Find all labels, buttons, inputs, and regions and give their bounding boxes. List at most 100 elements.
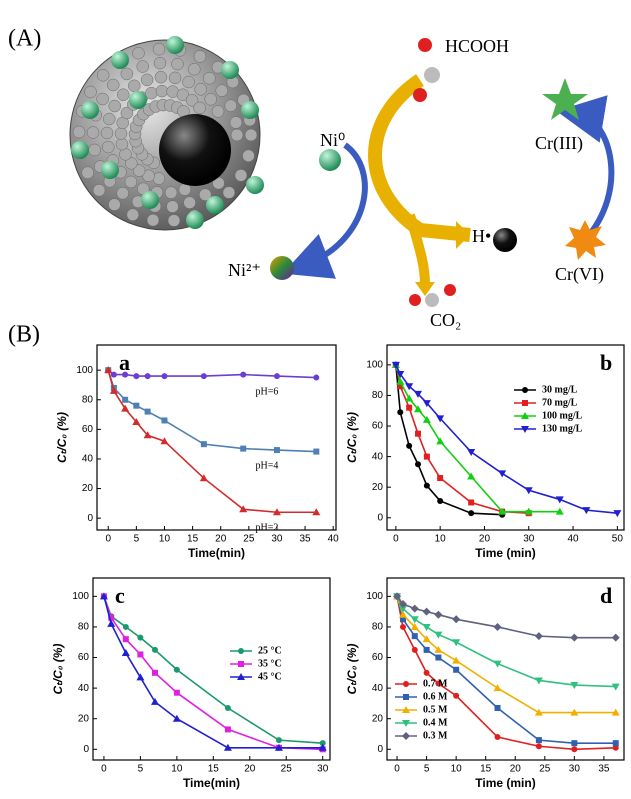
x-tick-label: 0 bbox=[393, 534, 399, 545]
legend-label: 0.6 M bbox=[423, 691, 448, 702]
shell-atom bbox=[203, 72, 216, 85]
data-point bbox=[436, 437, 445, 445]
legend-marker bbox=[403, 694, 409, 700]
shell-atom bbox=[230, 128, 244, 142]
data-point bbox=[555, 507, 564, 515]
plot-frame bbox=[386, 344, 625, 531]
data-point bbox=[452, 656, 461, 664]
data-point bbox=[398, 605, 407, 613]
data-point bbox=[434, 631, 443, 639]
legend-marker bbox=[402, 732, 410, 740]
data-point bbox=[453, 692, 460, 699]
shell-atom bbox=[185, 94, 199, 107]
data-point bbox=[313, 448, 320, 455]
x-tick-label: 30 bbox=[523, 534, 535, 545]
data-point bbox=[239, 505, 248, 513]
data-point bbox=[172, 714, 181, 722]
data-point bbox=[136, 673, 145, 681]
series-line bbox=[396, 596, 616, 751]
arrow bbox=[368, 74, 471, 242]
series-line bbox=[395, 364, 560, 513]
shell-atom bbox=[204, 93, 217, 106]
data-point bbox=[410, 616, 419, 624]
data-point bbox=[398, 600, 407, 608]
data-point bbox=[498, 507, 507, 515]
data-point bbox=[415, 430, 422, 437]
data-point bbox=[274, 743, 283, 751]
data-point bbox=[122, 396, 129, 403]
data-point bbox=[452, 615, 461, 624]
legend-label: 30 mg/L bbox=[542, 384, 578, 395]
y-tick-label: 20 bbox=[82, 483, 94, 494]
data-point bbox=[524, 487, 533, 495]
nanoparticle bbox=[69, 36, 341, 231]
legend-marker bbox=[521, 412, 529, 419]
ni-atom bbox=[166, 36, 184, 54]
data-point bbox=[468, 499, 475, 506]
data-point bbox=[110, 371, 117, 378]
legend-marker bbox=[402, 720, 410, 727]
label: Cr(VI) bbox=[555, 264, 604, 285]
x-tick-label: 30 bbox=[569, 764, 581, 775]
data-point bbox=[406, 404, 413, 411]
data-point bbox=[200, 373, 207, 380]
data-point bbox=[494, 705, 501, 711]
data-point bbox=[133, 402, 140, 409]
panel-title: b bbox=[600, 350, 612, 375]
ni-atom bbox=[241, 101, 259, 119]
y-tick-label: 20 bbox=[372, 713, 384, 724]
y-tick-label: 80 bbox=[372, 390, 384, 401]
data-point bbox=[393, 592, 402, 601]
data-point bbox=[399, 616, 406, 623]
x-tick-label: 15 bbox=[187, 534, 199, 545]
data-point bbox=[423, 646, 430, 653]
data-point bbox=[468, 510, 475, 517]
shell-atom bbox=[152, 42, 166, 56]
data-point bbox=[535, 737, 542, 744]
ni-atom bbox=[111, 51, 129, 69]
data-point bbox=[137, 651, 144, 658]
label: CO₂ bbox=[430, 310, 461, 330]
panel-title: a bbox=[119, 350, 130, 375]
data-point bbox=[612, 740, 619, 747]
legend-marker bbox=[522, 400, 528, 406]
data-point bbox=[534, 677, 543, 685]
data-point bbox=[406, 442, 413, 449]
data-point bbox=[434, 645, 443, 653]
ni-atom bbox=[186, 211, 204, 229]
data-point bbox=[318, 743, 327, 751]
legend-label: 130 mg/L bbox=[542, 423, 583, 434]
data-point bbox=[534, 708, 543, 716]
series-line bbox=[396, 596, 616, 688]
data-point bbox=[423, 453, 430, 460]
y-axis-label: Cₜ/C₀ (%) bbox=[51, 644, 65, 695]
series-label: pH=6 bbox=[256, 386, 279, 397]
data-point bbox=[121, 404, 130, 412]
shell-atom bbox=[155, 84, 169, 98]
shell-atom bbox=[125, 157, 138, 170]
shell-atom bbox=[124, 175, 138, 189]
data-point bbox=[121, 648, 130, 656]
y-tick-label: 20 bbox=[78, 713, 90, 724]
panel-label: (B) bbox=[8, 322, 40, 348]
ni-atom bbox=[141, 191, 159, 209]
shell-atom bbox=[224, 99, 238, 112]
y-tick-label: 0 bbox=[377, 744, 383, 755]
x-tick-label: 40 bbox=[567, 534, 579, 545]
x-tick-label: 15 bbox=[480, 764, 492, 775]
series-line bbox=[107, 369, 317, 453]
shell-atom bbox=[136, 60, 150, 73]
data-point bbox=[161, 417, 168, 424]
shell-atom bbox=[222, 186, 236, 199]
plot-frame bbox=[96, 344, 337, 531]
data-point bbox=[423, 482, 430, 489]
data-point bbox=[319, 740, 326, 747]
data-point bbox=[312, 508, 321, 516]
x-tick-label: 35 bbox=[598, 764, 610, 775]
data-point bbox=[611, 633, 620, 642]
panel-title: d bbox=[600, 583, 612, 608]
data-point bbox=[570, 708, 579, 716]
legend-label: 0.3 M bbox=[423, 730, 448, 741]
legend-label: 0.7 M bbox=[423, 678, 448, 689]
data-point bbox=[467, 449, 476, 457]
